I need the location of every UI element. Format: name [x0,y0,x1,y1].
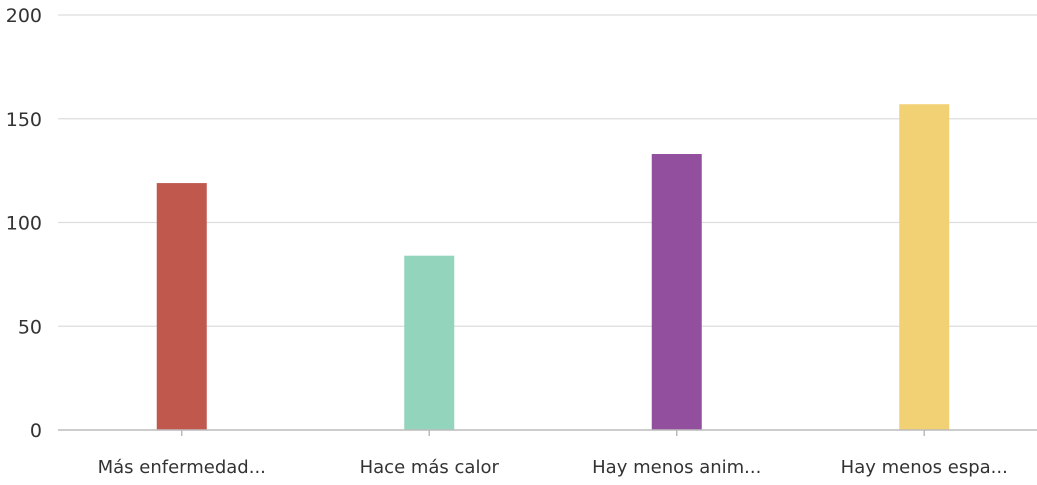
bar-2[interactable] [404,255,455,430]
y-tick-label: 150 [6,109,42,131]
x-tick-label: Hay menos anim... [592,457,761,478]
bars [156,104,950,430]
gridlines [58,14,1037,327]
bar-3[interactable] [651,154,702,430]
y-axis-ticks: 0 50 100 150 200 [6,5,42,442]
x-tick-label: Más enfermedad... [98,457,266,478]
x-axis-ticks: Más enfermedad... Hace más calor Hay menos… [98,457,1008,478]
x-axis [58,429,1037,436]
bar-1[interactable] [156,183,207,430]
x-tick-label: Hay menos espa... [841,457,1008,478]
y-tick-label: 200 [6,5,42,27]
y-tick-label: 0 [30,420,42,442]
bar-4[interactable] [899,104,950,430]
y-tick-label: 100 [6,213,42,235]
y-tick-label: 50 [18,316,42,338]
x-tick-label: Hace más calor [360,457,500,478]
